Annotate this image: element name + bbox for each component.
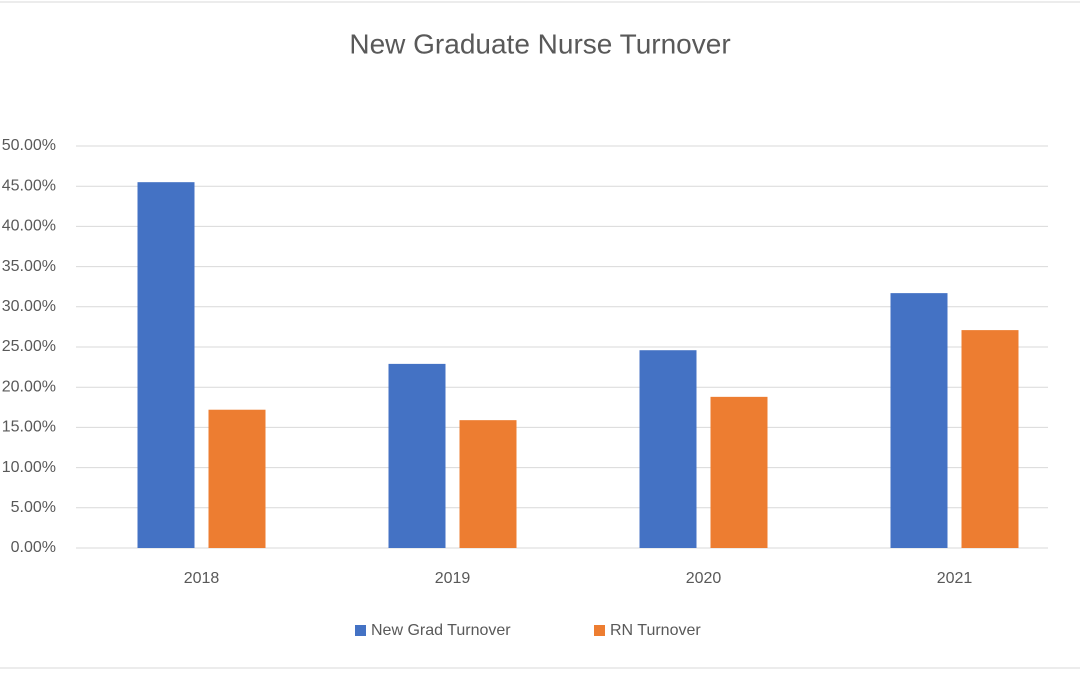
- y-tick-label: 10.00%: [2, 459, 56, 476]
- bar: [961, 330, 1019, 548]
- bar: [388, 363, 446, 548]
- y-tick-label: 15.00%: [2, 419, 56, 436]
- bar: [890, 293, 948, 548]
- bar: [208, 409, 266, 548]
- x-tick-label: 2019: [435, 570, 471, 587]
- legend-swatch: [355, 625, 366, 636]
- y-tick-label: 5.00%: [11, 499, 56, 516]
- y-tick-label: 25.00%: [2, 338, 56, 355]
- y-tick-label: 0.00%: [11, 539, 56, 556]
- x-tick-label: 2020: [686, 570, 722, 587]
- x-tick-label: 2021: [937, 570, 973, 587]
- legend-swatch: [594, 625, 605, 636]
- bar: [137, 182, 195, 548]
- bar: [710, 396, 768, 548]
- y-tick-label: 40.00%: [2, 218, 56, 235]
- bar: [459, 420, 517, 548]
- bar: [639, 350, 697, 548]
- y-tick-label: 20.00%: [2, 378, 56, 395]
- legend-label: New Grad Turnover: [371, 622, 511, 639]
- y-tick-label: 35.00%: [2, 258, 56, 275]
- y-tick-label: 50.00%: [2, 137, 56, 154]
- legend-label: RN Turnover: [610, 622, 701, 639]
- y-tick-label: 30.00%: [2, 298, 56, 315]
- y-tick-label: 45.00%: [2, 177, 56, 194]
- x-tick-label: 2018: [184, 570, 220, 587]
- chart-title: New Graduate Nurse Turnover: [349, 28, 730, 59]
